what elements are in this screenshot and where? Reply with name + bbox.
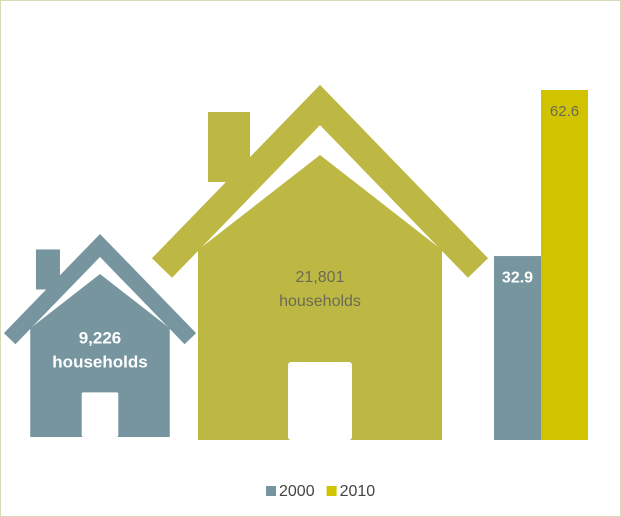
bar-value-label: 32.9: [502, 269, 533, 286]
house-value: 21,801: [296, 269, 345, 286]
house-roof: [151, 84, 489, 278]
house: [3, 233, 197, 437]
house-label: households: [52, 353, 147, 372]
legend-swatch: [326, 486, 337, 496]
house-roof: [3, 233, 197, 345]
legend-swatch: [266, 486, 276, 496]
legend-label: 2000: [279, 483, 315, 500]
bar: [541, 90, 588, 440]
legend-label: 2010: [340, 483, 376, 500]
house-body: [198, 155, 442, 440]
house: [151, 84, 489, 440]
bar: [494, 256, 541, 440]
house-value: 9,226: [79, 329, 122, 348]
house-label: households: [279, 293, 361, 310]
house-chimney: [35, 249, 60, 290]
house-body: [30, 274, 170, 437]
house-door: [288, 362, 352, 440]
house-chimney: [208, 112, 250, 182]
bar-value-label: 62.6: [550, 103, 579, 120]
house-door: [81, 392, 119, 437]
